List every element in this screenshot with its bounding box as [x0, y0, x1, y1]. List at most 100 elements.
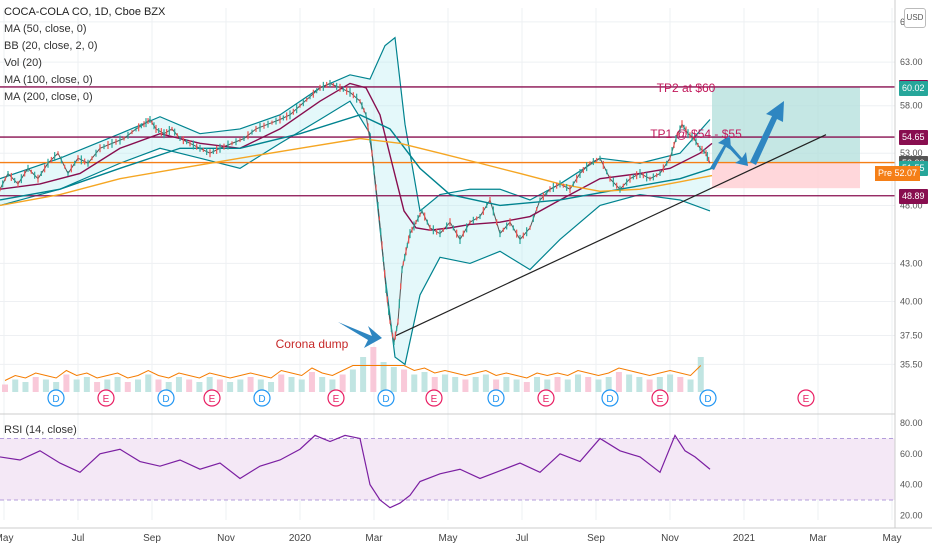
volume-bar — [175, 377, 182, 392]
volume-bar — [431, 377, 438, 392]
rsi-tick-label: 20.00 — [900, 510, 923, 520]
tp2-annotation: TP2 at $60 — [657, 81, 716, 95]
volume-bar — [544, 379, 551, 392]
bollinger-lower — [0, 100, 711, 366]
volume-bar — [452, 377, 459, 392]
volume-bar — [308, 372, 315, 392]
annotation-arrows — [338, 101, 784, 348]
volume-bar — [687, 379, 694, 392]
rsi-tick-label: 60.00 — [900, 449, 923, 459]
price-tick-label: 53.00 — [900, 148, 923, 158]
event-label: D — [704, 394, 711, 405]
event-label: E — [209, 394, 216, 405]
event-label: D — [606, 394, 613, 405]
event-marker — [651, 389, 669, 407]
support-trendline — [395, 134, 827, 337]
rsi-band — [0, 438, 895, 500]
time-tick-label: 2020 — [289, 533, 312, 544]
event-label: E — [803, 394, 810, 405]
event-label: D — [52, 394, 59, 405]
price-tick-label: 48.00 — [900, 200, 923, 210]
volume-bar — [411, 374, 418, 392]
volume-bar — [390, 367, 397, 392]
volume-bar — [482, 374, 489, 392]
rsi-legend[interactable]: RSI (14, close) — [4, 424, 77, 436]
arrow-down — [726, 142, 748, 166]
volume-bar — [493, 379, 500, 392]
indicator-ma100[interactable]: MA (100, close, 0) — [4, 74, 93, 86]
profit-zone — [712, 86, 860, 163]
time-tick-label: Nov — [217, 533, 235, 544]
volume-bar — [513, 379, 520, 392]
volume-bar — [32, 377, 39, 392]
time-tick-label: Sep — [587, 533, 605, 544]
series-line — [0, 114, 713, 207]
premarket-prefix: Pre — [878, 168, 893, 178]
volume-bar — [349, 369, 356, 392]
volume-bar — [441, 374, 448, 392]
volume-bar — [472, 377, 479, 392]
volume-bar — [360, 357, 367, 392]
time-tick-label: Mar — [809, 533, 827, 544]
event-label: E — [431, 394, 438, 405]
volume-bar — [615, 372, 622, 392]
event-label: E — [543, 394, 550, 405]
volume-bar — [329, 379, 336, 392]
event-label: E — [333, 394, 340, 405]
volume-bar — [155, 379, 162, 392]
bollinger-upper — [0, 36, 711, 213]
volume-bar — [206, 377, 213, 392]
event-marker — [797, 389, 815, 407]
volume-bar — [104, 379, 111, 392]
volume-bar — [42, 379, 49, 392]
rsi-line — [0, 434, 711, 509]
volume-bar — [667, 374, 674, 392]
bollinger-bands — [0, 36, 711, 366]
symbol-title[interactable]: COCA-COLA CO, 1D, Cboe BZX — [4, 6, 166, 18]
indicator-bb[interactable]: BB (20, close, 2, 0) — [4, 40, 98, 52]
price-tick-label: 43.00 — [900, 258, 923, 268]
event-marker — [97, 389, 115, 407]
time-tick-label: May — [0, 533, 13, 544]
corona-annotation: Corona dump — [276, 337, 349, 351]
currency-button[interactable]: USD — [904, 8, 926, 28]
event-label: D — [162, 394, 169, 405]
chart-grid — [0, 8, 895, 520]
volume-bar — [83, 377, 90, 392]
trendline — [395, 134, 827, 337]
volume-bar — [595, 379, 602, 392]
arrow-up-2 — [750, 101, 784, 165]
indicator-vol[interactable]: Vol (20) — [4, 57, 42, 69]
rsi-tick-label: 80.00 — [900, 418, 923, 428]
event-marker — [699, 389, 717, 407]
time-tick-label: Jul — [516, 533, 529, 544]
volume-bar — [278, 374, 285, 392]
volume-bar — [646, 379, 653, 392]
volume-bar — [339, 374, 346, 392]
volume-bar — [636, 377, 643, 392]
indicator-ma200[interactable]: MA (200, close, 0) — [4, 91, 93, 103]
price-tag: 54.65 — [899, 130, 928, 146]
event-marker — [253, 389, 271, 407]
volume-bar — [503, 377, 510, 392]
volume-bar — [564, 379, 571, 392]
indicator-ma50[interactable]: MA (50, close, 0) — [4, 23, 87, 35]
volume-bar — [186, 379, 193, 392]
time-tick-label: Mar — [365, 533, 383, 544]
volume-bar — [401, 369, 408, 392]
price-tag: 60.02 — [899, 80, 928, 96]
price-tick-label: 35.50 — [900, 359, 923, 369]
indicator-legend: COCA-COLA CO, 1D, Cboe BZX MA (50, close… — [4, 4, 165, 106]
volume-bar — [585, 377, 592, 392]
volume-bar — [63, 374, 70, 392]
volume-bar — [319, 377, 326, 392]
event-label: E — [103, 394, 110, 405]
event-marker — [47, 389, 65, 407]
volume-bar — [370, 347, 377, 392]
price-tick-label: 40.00 — [900, 297, 923, 307]
time-tick-label: May — [439, 533, 458, 544]
volume-bar — [626, 374, 633, 392]
volume-bar — [237, 379, 244, 392]
target-zones — [712, 86, 860, 189]
